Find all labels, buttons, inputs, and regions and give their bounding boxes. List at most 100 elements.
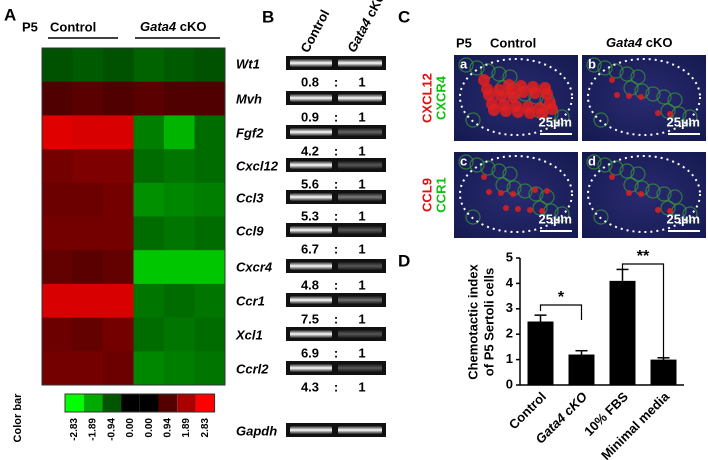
gene-label: Mvh bbox=[236, 91, 262, 106]
group-label: Control bbox=[50, 19, 96, 34]
signal bbox=[638, 94, 644, 100]
signal bbox=[544, 188, 550, 194]
ratio: 6.9 bbox=[301, 345, 319, 360]
signal bbox=[527, 81, 539, 93]
scale-bar-label: 25µm bbox=[538, 114, 572, 129]
gene-label: Wt1 bbox=[236, 56, 260, 71]
heatmap-cell bbox=[133, 250, 165, 285]
heatmap-cell bbox=[103, 216, 134, 251]
subpanel-label: b bbox=[588, 56, 596, 71]
significance-label: * bbox=[558, 289, 565, 306]
cell bbox=[660, 103, 676, 119]
ratio: 1 bbox=[358, 311, 365, 326]
ratio-separator: : bbox=[334, 345, 338, 360]
subpanel-label: d bbox=[588, 153, 596, 168]
scale-bar-label: 25µm bbox=[538, 211, 572, 226]
cell bbox=[630, 69, 646, 85]
y-tick-label: 3 bbox=[506, 300, 513, 315]
colorbar-cell bbox=[139, 394, 159, 412]
colorbar-cell bbox=[83, 394, 103, 412]
stage-label: P5 bbox=[22, 19, 38, 34]
subpanel-label: a bbox=[460, 56, 468, 71]
heatmap-cell bbox=[194, 216, 226, 251]
stain-label: CXCR4 bbox=[433, 75, 448, 120]
gene-label: Ccl3 bbox=[236, 190, 264, 205]
band bbox=[290, 226, 332, 234]
band bbox=[338, 296, 382, 304]
heatmap-cell bbox=[164, 48, 195, 83]
band bbox=[338, 262, 382, 270]
signal bbox=[638, 191, 644, 197]
colorbar-cell bbox=[158, 394, 178, 412]
tubule-outline bbox=[587, 58, 701, 136]
significance-label: ** bbox=[637, 248, 650, 265]
ratio-separator: : bbox=[334, 143, 338, 158]
cell bbox=[469, 157, 485, 173]
lane-label: Control bbox=[297, 7, 332, 55]
subpanel-label: c bbox=[460, 153, 467, 168]
gene-label: Cxcr4 bbox=[236, 259, 273, 274]
heatmap-cell bbox=[42, 48, 73, 83]
ratio: 1 bbox=[358, 208, 365, 223]
cell bbox=[458, 154, 474, 170]
cell bbox=[667, 189, 683, 205]
cell bbox=[645, 183, 661, 199]
ratio: 5.3 bbox=[301, 208, 319, 223]
band bbox=[338, 426, 382, 434]
colorbar-title: Color bar bbox=[12, 393, 24, 443]
heatmap-cell bbox=[194, 317, 226, 352]
heatmap-cell bbox=[72, 149, 104, 184]
heatmap-cell bbox=[133, 149, 165, 184]
cell bbox=[597, 60, 613, 76]
heatmap-cell bbox=[72, 317, 104, 352]
heatmap-cell bbox=[164, 317, 195, 352]
cell bbox=[597, 157, 613, 173]
band bbox=[290, 161, 332, 169]
y-tick-label: 2 bbox=[506, 326, 513, 341]
heatmap-cell bbox=[194, 351, 226, 386]
heatmap-cell bbox=[42, 182, 73, 217]
signal bbox=[515, 80, 527, 92]
band bbox=[290, 193, 332, 201]
heatmap-cell bbox=[103, 115, 134, 150]
signal bbox=[486, 98, 498, 110]
colorbar-tick-label: -0.94 bbox=[106, 418, 117, 441]
heatmap-cell bbox=[194, 250, 226, 285]
y-axis-label: Chemotactic index bbox=[465, 263, 480, 379]
tubule-outline bbox=[459, 155, 573, 233]
gene-label: Fgf2 bbox=[236, 125, 264, 140]
band bbox=[290, 128, 332, 136]
heatmap-cell bbox=[103, 250, 134, 285]
signal bbox=[493, 84, 505, 96]
cell bbox=[532, 200, 548, 216]
heatmap-cell bbox=[42, 250, 73, 285]
signal bbox=[498, 190, 504, 196]
heatmap-cell bbox=[164, 115, 195, 150]
tubule-outline bbox=[587, 155, 701, 233]
cell bbox=[667, 92, 683, 108]
suffix: cKO bbox=[180, 19, 207, 34]
column-label: Gata4 cKO bbox=[606, 35, 673, 50]
column-label: Control bbox=[490, 35, 536, 50]
signal bbox=[481, 83, 493, 95]
signal bbox=[522, 101, 534, 113]
cell bbox=[465, 112, 481, 128]
signal bbox=[498, 99, 510, 111]
colorbar-border bbox=[64, 393, 216, 413]
heatmap-cell bbox=[194, 81, 226, 116]
ratio: 6.7 bbox=[301, 241, 319, 256]
signal bbox=[655, 110, 661, 116]
cell bbox=[619, 163, 635, 179]
heatmap-cell bbox=[103, 48, 134, 83]
heatmap-cell bbox=[164, 250, 195, 285]
colorbar-tick-label: 2.83 bbox=[200, 418, 211, 438]
colorbar: -2.83 -1.89 -0.94 0.00 0.00 0.94 1.89 2.83 bbox=[64, 393, 216, 441]
gene-name: Gata4 bbox=[344, 15, 375, 55]
band bbox=[290, 296, 332, 304]
ratio-separator: : bbox=[334, 311, 338, 326]
heatmap-cell bbox=[72, 182, 104, 217]
band bbox=[338, 193, 382, 201]
gene-name: Gata4 bbox=[606, 35, 643, 50]
colorbar-cell bbox=[102, 394, 122, 412]
